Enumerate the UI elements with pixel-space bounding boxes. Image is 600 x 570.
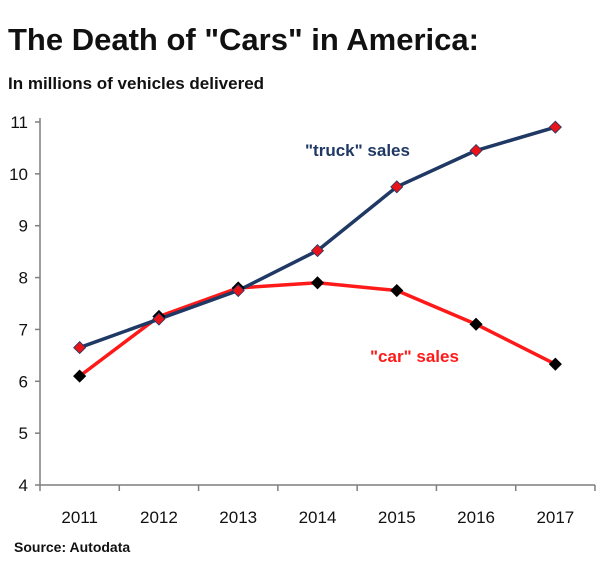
series-line-truck — [79, 125, 556, 350]
x-tick-label: 2014 — [299, 508, 337, 527]
data-point-car — [310, 276, 325, 290]
x-tick-label: 2012 — [140, 508, 178, 527]
data-point-truck — [469, 143, 483, 158]
data-point-truck — [390, 180, 404, 194]
x-tick-label: 2015 — [378, 508, 416, 527]
series-line-car — [78, 281, 557, 378]
chart-subtitle: In millions of vehicles delivered — [8, 74, 265, 93]
y-tick-label: 11 — [10, 113, 28, 132]
y-tick-label: 8 — [19, 269, 28, 288]
x-tick-label: 2013 — [219, 508, 257, 527]
y-tick-label: 5 — [19, 424, 28, 443]
x-tick-label: 2017 — [536, 508, 574, 527]
series-label-truck: "truck" sales — [305, 141, 410, 160]
data-point-car — [548, 357, 562, 371]
data-point-truck — [310, 244, 325, 258]
data-point-car — [390, 283, 404, 298]
y-tick-label: 6 — [19, 372, 28, 391]
y-tick-label: 7 — [19, 320, 28, 339]
chart-title: The Death of "Cars" in America: — [8, 22, 479, 57]
data-point-car — [73, 369, 87, 383]
y-tick-label: 10 — [9, 165, 28, 184]
data-point-truck — [548, 120, 562, 134]
data-point-truck — [152, 312, 166, 326]
data-point-car — [469, 317, 483, 331]
data-point-truck — [231, 283, 245, 298]
y-tick-label: 4 — [19, 476, 28, 495]
data-point-truck — [73, 341, 87, 355]
y-tick-label: 9 — [19, 217, 28, 236]
series-label-car: "car" sales — [370, 347, 459, 366]
x-tick-label: 2011 — [61, 508, 98, 527]
x-tick-label: 2016 — [457, 508, 495, 527]
chart-source: Source: Autodata — [14, 539, 131, 555]
